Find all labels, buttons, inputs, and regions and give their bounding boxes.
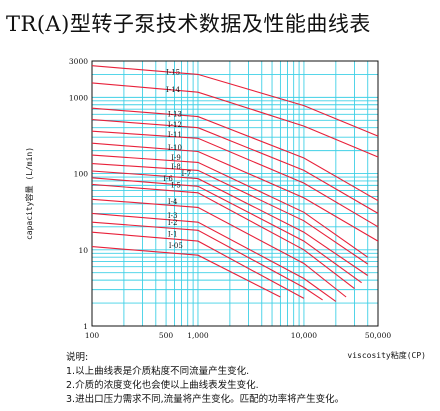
note-line-2: 2.介质的浓度变化也会使以上曲线表发生变化.: [66, 380, 259, 391]
curve-label: I-12: [168, 121, 182, 129]
curve-i-2: [91, 221, 323, 301]
curve-i-1: [91, 231, 305, 299]
curve-label: I-2: [168, 219, 178, 227]
chart-curve-labels: I-15 I-14 I-13 I-12 I-11 I-10 I-9I-8I-7 I-6I-5 I…: [163, 68, 191, 250]
note-line-3: 3.进出口压力需求不同,流量将产生变化。匹配的功率将产生变化。: [66, 394, 345, 405]
curve-i-8: [91, 163, 369, 265]
curve-i-15: [91, 65, 379, 137]
x-tick-label: 1,000: [187, 331, 209, 340]
curve-i-4: [91, 198, 347, 298]
curve-i-5: [91, 183, 355, 290]
curve-i-10: [91, 142, 379, 242]
curve-i-9: [91, 154, 369, 258]
curve-label: I-1: [168, 230, 178, 238]
y-tick-label: 1: [83, 322, 88, 331]
curve-i-14: [91, 82, 379, 158]
notes: 说明: 1.以上曲线表是介质粘度不同流量产生变化. 2.介质的浓度变化也会使以上…: [66, 351, 436, 407]
note-line-1: 1.以上曲线表是介质粘度不同流量产生变化.: [66, 366, 250, 377]
curve-label: I-8: [171, 163, 181, 171]
curve-i-11: [91, 130, 379, 228]
y-tick-label: 1000: [69, 93, 88, 102]
curve-i-6: [91, 177, 362, 284]
y-tick-label: 100: [74, 170, 89, 179]
curve-i-13: [91, 107, 379, 202]
x-tick-label: 50,000: [365, 331, 391, 340]
curve-label: I-14: [166, 86, 181, 94]
x-axis-title: viscosity粘度(CP): [347, 350, 426, 360]
curve-label: I-10: [168, 144, 182, 152]
curve-label: I-3: [168, 212, 178, 220]
curve-i-7: [91, 170, 369, 276]
y-tick-label: 10: [78, 246, 88, 255]
curve-label: I-15: [166, 68, 180, 76]
curve-label: I-4: [168, 198, 178, 206]
y-axis-title: capacity容量 (L/min): [24, 147, 34, 240]
curve-label: I-9: [171, 154, 181, 162]
x-tick-label: 100: [85, 331, 100, 340]
curve-i-05: [91, 246, 281, 298]
x-tick-label: 10,000: [291, 331, 317, 340]
notes-heading: 说明:: [66, 352, 89, 363]
curve-label: I-13: [168, 111, 182, 119]
curve-label: I-11: [168, 131, 182, 139]
plot-frame: [91, 60, 379, 327]
curve-i-12: [91, 119, 379, 214]
curve-label: I-6: [163, 175, 173, 183]
chart-tick-labels: 100 500 1,000 10,000 50,000 1 10 100 1000 3000: [69, 57, 391, 340]
curve-label: I-5: [171, 181, 181, 189]
curve-i-3: [91, 212, 337, 302]
page-title: TR(A)型转子泵技术数据及性能曲线表: [6, 12, 371, 36]
x-tick-label: 500: [159, 331, 174, 340]
curve-label: I-05: [169, 242, 183, 250]
chart-curves: [91, 65, 379, 302]
y-tick-label: 3000: [69, 57, 88, 66]
chart-grid: [92, 61, 378, 326]
curve-label: I-7: [182, 170, 192, 178]
